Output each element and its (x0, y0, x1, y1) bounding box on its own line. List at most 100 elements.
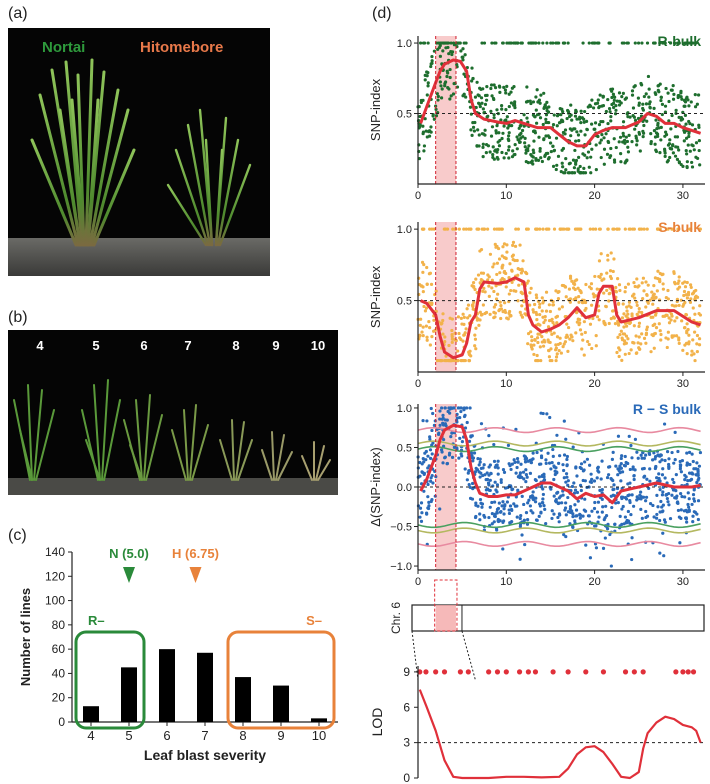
snp-point (563, 506, 568, 510)
sliding-window-line (419, 423, 701, 505)
snp-point (685, 280, 689, 285)
snp-point (419, 284, 423, 288)
snp-point (620, 41, 624, 45)
snp-point (531, 100, 536, 104)
snp-point (679, 89, 683, 93)
snp-point (681, 281, 685, 285)
snp-point (683, 113, 688, 117)
snp-point (524, 151, 528, 155)
snp-point (500, 266, 504, 270)
marker-point (457, 669, 463, 675)
snp-point (503, 503, 507, 507)
snp-point (660, 458, 664, 462)
snp-point (538, 147, 542, 151)
snp-point (465, 316, 470, 320)
snp-point (576, 133, 581, 137)
snp-point (649, 350, 653, 354)
marker-point (600, 669, 607, 675)
snp-point (538, 101, 542, 105)
snp-point (685, 463, 689, 467)
snp-point (543, 318, 547, 322)
snp-point (584, 119, 589, 123)
snp-point (635, 495, 639, 499)
snp-point (544, 461, 548, 465)
snp-point (593, 500, 597, 505)
snp-point (525, 116, 529, 120)
snp-point (584, 306, 588, 311)
snp-point (597, 515, 601, 519)
snp-point (490, 286, 494, 290)
lod-curve (418, 689, 702, 780)
y-tick-label: 120 (45, 569, 65, 583)
snp-point (613, 522, 617, 526)
snp-point (474, 503, 478, 507)
snp-point (542, 299, 546, 303)
snp-point (673, 154, 678, 158)
snp-point (691, 493, 696, 497)
snp-point (556, 342, 560, 347)
snp-point (697, 123, 701, 127)
snp-point (588, 463, 592, 467)
snp-point (479, 278, 483, 282)
qtl-highlight (435, 36, 456, 184)
snp-point (626, 145, 630, 149)
sliding-window-line (419, 58, 702, 148)
snp-point (507, 276, 511, 280)
snp-point (514, 427, 518, 431)
snp-point (520, 475, 524, 479)
snp-point (607, 299, 611, 303)
snp-point (429, 64, 433, 69)
snp-point (608, 269, 613, 273)
snp-point (451, 227, 455, 231)
snp-point (604, 304, 608, 308)
snp-point (418, 334, 422, 338)
snp-point (602, 518, 606, 522)
snp-point (695, 102, 699, 106)
snp-point (591, 292, 595, 296)
snp-point (683, 343, 687, 347)
snp-point (464, 41, 468, 45)
snp-point (466, 471, 470, 475)
snp-point (564, 534, 568, 539)
snp-point (641, 134, 645, 139)
snp-point (583, 109, 587, 114)
snp-point (660, 112, 664, 117)
marker-point (433, 669, 439, 675)
snp-point (619, 329, 623, 333)
snp-point (516, 460, 520, 464)
marker-point (503, 669, 509, 675)
snp-point (687, 340, 691, 344)
snp-point (509, 467, 513, 472)
snp-point (468, 314, 472, 318)
chromosome-bar (411, 604, 705, 632)
snp-point (463, 467, 467, 471)
snp-point (609, 154, 613, 158)
snp-point (529, 330, 533, 334)
snp-point (659, 453, 663, 457)
snp-point (565, 116, 569, 121)
snp-point (463, 53, 467, 57)
photo-b-score: 5 (92, 338, 99, 353)
snp-point (621, 131, 625, 135)
snp-point (623, 227, 627, 231)
snp-point (599, 252, 603, 256)
snp-point (555, 471, 559, 475)
snp-point (507, 134, 511, 138)
snp-point (619, 456, 623, 461)
snp-point (426, 482, 430, 487)
snp-point (693, 358, 697, 363)
y-tick-label: 1.0 (397, 38, 412, 50)
snp-point (489, 86, 493, 91)
snp-point (525, 85, 529, 89)
snp-point (635, 143, 639, 147)
snp-point (531, 511, 535, 515)
y-tick-label: 100 (45, 594, 65, 608)
snp-point (418, 125, 422, 129)
snp-point (440, 358, 444, 363)
snp-point (521, 135, 525, 139)
snp-point (671, 227, 675, 231)
snp-point (462, 92, 466, 96)
snp-point (619, 479, 623, 483)
snp-point (670, 314, 674, 318)
chromosome-label: Chr. 6 (389, 602, 403, 634)
